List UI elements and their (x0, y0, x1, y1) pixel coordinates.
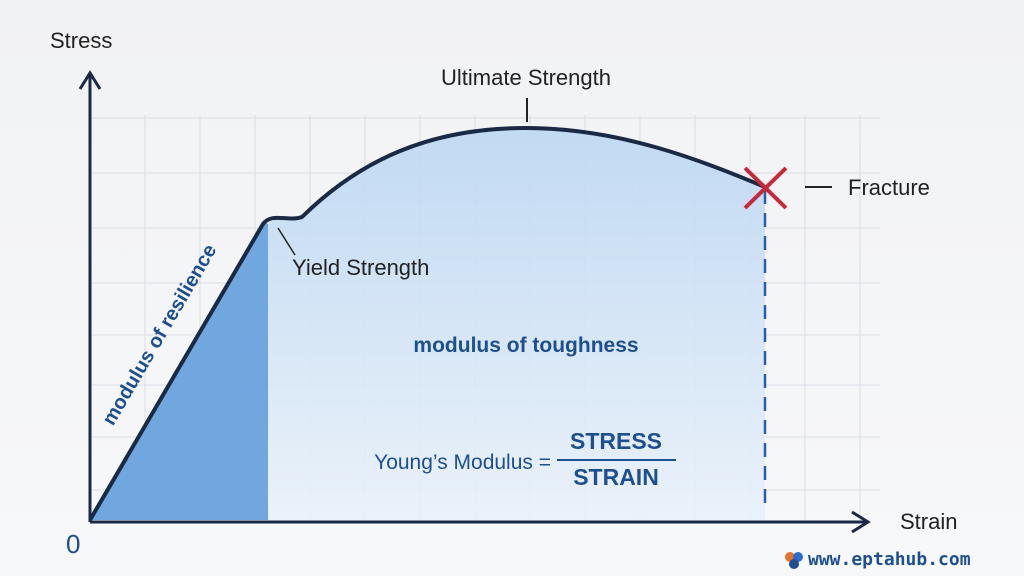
stress-strain-curve (88, 126, 766, 522)
watermark: www.eptahub.com (808, 549, 971, 570)
x-arrow (851, 510, 871, 534)
fracture-marker (743, 166, 788, 210)
formula-left: Young’s Modulus = (374, 451, 551, 474)
ultimate-label: Ultimate Strength (441, 65, 611, 90)
y-arrow (78, 70, 102, 90)
logo (785, 552, 803, 569)
yield-label: Yield Strength (292, 255, 429, 280)
fracture-label: Fracture (848, 175, 930, 200)
toughness-label: modulus of toughness (413, 334, 638, 357)
toughness-area (268, 128, 765, 520)
formula-numerator: STRESS (570, 428, 662, 454)
yield-leader (277, 227, 296, 256)
origin-label: 0 (66, 529, 80, 559)
x-axis-label: Strain (900, 509, 957, 534)
y-axis-label: Stress (50, 28, 112, 53)
formula-denominator: STRAIN (573, 464, 659, 490)
